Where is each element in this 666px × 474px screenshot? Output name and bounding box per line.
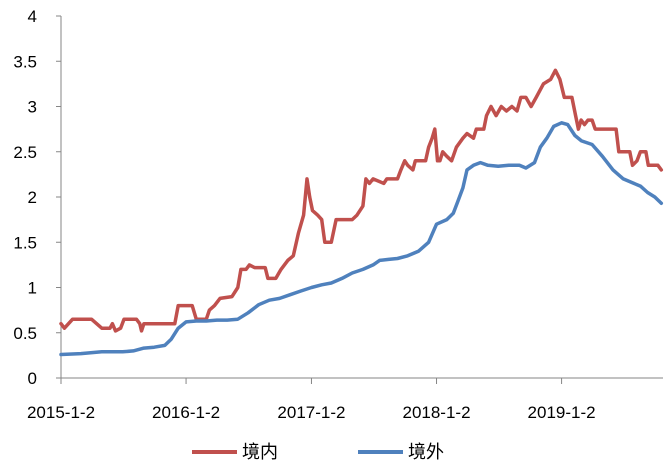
x-tick-label: 2019-1-2 (528, 403, 596, 422)
series-layer (59, 68, 664, 357)
y-tick-label: 1 (28, 279, 37, 298)
y-axis: 0 0.5 1 1.5 2 2.5 3 3.5 4 (13, 7, 62, 388)
y-tick-label: 4 (28, 7, 37, 26)
y-tick-label: 3 (28, 98, 37, 117)
y-tick-label: 1.5 (13, 233, 37, 252)
y-tick-label: 2 (28, 188, 37, 207)
y-tick-label: 2.5 (13, 143, 37, 162)
x-tick-label: 2018-1-2 (402, 403, 470, 422)
series-line-0 (59, 68, 664, 333)
x-tick-label: 2015-1-2 (27, 403, 95, 422)
x-tick-label: 2017-1-2 (277, 403, 345, 422)
series-line-1 (59, 121, 664, 357)
legend-label-0: 境内 (242, 442, 278, 463)
y-tick-label: 0.5 (13, 324, 37, 343)
x-tick-label: 2016-1-2 (152, 403, 220, 422)
legend: 境内 境外 (192, 442, 444, 463)
x-axis: 2015-1-2 2016-1-2 2017-1-2 2018-1-2 2019-1-2 (27, 377, 663, 422)
y-tick-label: 3.5 (13, 52, 37, 71)
y-tick-label: 0 (28, 369, 37, 388)
legend-label-1: 境外 (408, 442, 444, 463)
